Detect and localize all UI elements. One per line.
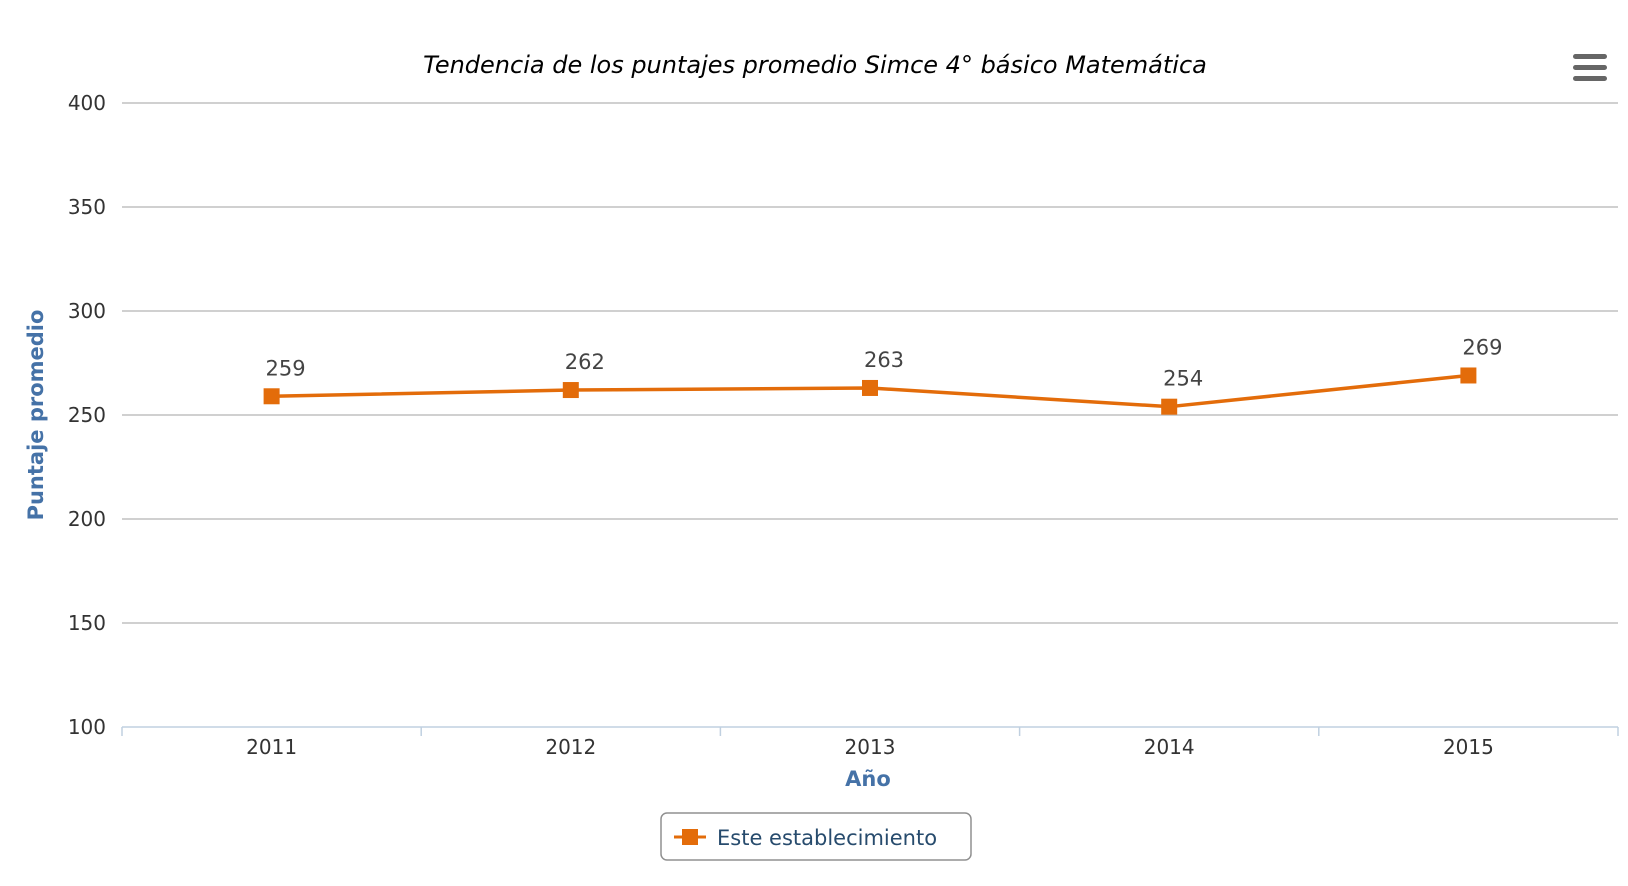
x-tick-label: 2013 [845, 735, 896, 759]
data-point-marker[interactable] [263, 388, 280, 405]
x-tick-label: 2012 [545, 735, 596, 759]
y-axis-tick-labels: 100 150 200 250 300 350 400 [68, 91, 106, 739]
data-label: 259 [266, 356, 306, 380]
legend-box [660, 812, 972, 861]
data-label: 263 [864, 348, 904, 372]
data-label: 262 [565, 350, 605, 374]
legend-square-marker-icon [682, 829, 698, 845]
x-tick-label: 2014 [1144, 735, 1195, 759]
data-label: 254 [1163, 367, 1203, 391]
legend-item-label[interactable]: Este establecimiento [717, 826, 937, 850]
series-este-establecimiento[interactable] [263, 367, 1477, 415]
data-point-marker[interactable] [562, 382, 579, 399]
x-tick-label: 2015 [1443, 735, 1494, 759]
data-labels: 259 262 263 254 269 [266, 335, 1503, 390]
data-point-marker[interactable] [1460, 367, 1477, 384]
hamburger-menu-icon [1573, 54, 1607, 81]
y-tick-label: 300 [68, 299, 106, 323]
chart-menu-button[interactable] [1566, 48, 1614, 88]
legend[interactable]: Este establecimiento [660, 812, 972, 861]
data-point-marker[interactable] [862, 379, 878, 396]
y-tick-label: 100 [68, 715, 106, 739]
y-tick-label: 200 [68, 507, 106, 531]
chart-title: Tendencia de los puntajes promedio Simce… [423, 51, 1207, 79]
x-axis-tick-labels: 2011 2012 2013 2014 2015 [246, 735, 1494, 759]
y-tick-label: 400 [68, 91, 106, 115]
data-label: 269 [1462, 335, 1502, 359]
y-tick-label: 150 [68, 611, 106, 635]
y-tick-label: 350 [68, 195, 106, 219]
y-axis-title: Puntaje promedio [24, 310, 48, 521]
data-point-marker[interactable] [1161, 398, 1178, 415]
x-tick-label: 2011 [246, 735, 297, 759]
x-axis [121, 726, 1619, 736]
y-tick-label: 250 [68, 403, 106, 427]
grid-lines [122, 102, 1618, 624]
x-axis-title: Año [845, 767, 891, 791]
